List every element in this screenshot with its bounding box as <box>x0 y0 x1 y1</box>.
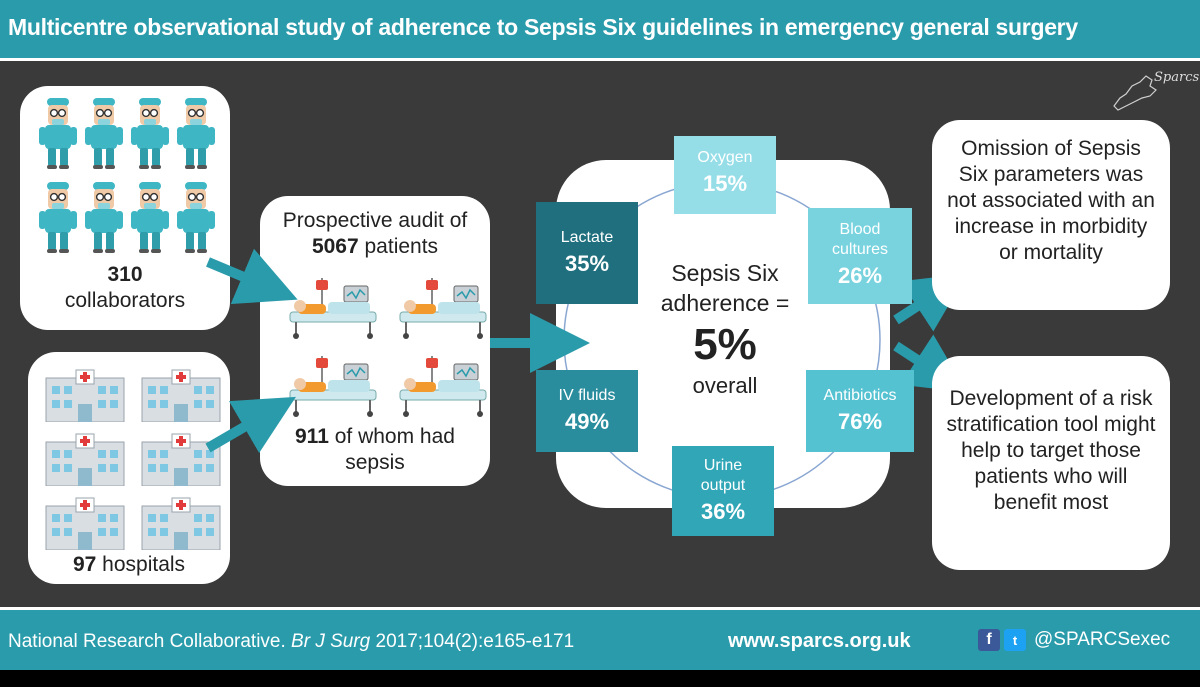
conclusion-card-2: Development of a risk stratification too… <box>932 356 1170 570</box>
sepsis-line1: of whom had <box>334 425 455 448</box>
twitter-icon[interactable]: t <box>1004 629 1026 651</box>
hospital-bed-icon <box>289 356 377 417</box>
tile-blood-cultures-value: 26% <box>837 263 883 288</box>
tile-urine-output-value: 36% <box>700 499 746 524</box>
hospital-icon <box>141 369 221 422</box>
surgeon-icon <box>177 98 215 169</box>
audit-line2: patients <box>364 235 439 258</box>
sepsis-text: 911 of whom had sepsis <box>260 424 490 476</box>
surgeon-icon <box>39 98 77 169</box>
tile-lactate-value: 35% <box>564 251 610 276</box>
collaborator-icons <box>36 96 216 254</box>
tile-lactate: Lactate 35% <box>536 202 638 304</box>
sparcs-logo: Sparcs <box>1110 68 1200 112</box>
adherence-summary: Sepsis Six adherence = 5% overall <box>640 258 810 400</box>
website-link[interactable]: www.sparcs.org.uk <box>728 630 911 652</box>
tile-lactate-label: Lactate <box>560 229 614 246</box>
footer-bar: National Research Collaborative. Br J Su… <box>0 610 1200 670</box>
footer-divider <box>0 607 1200 610</box>
surgeon-icon <box>131 98 169 169</box>
social-links: f t @SPARCSexec <box>978 629 1170 651</box>
audit-card: Prospective audit of 5067 patients 911 o… <box>260 196 490 486</box>
collaborators-label: collaborators <box>64 289 186 312</box>
adherence-line1: Sepsis Six <box>671 260 779 286</box>
hospital-icon <box>141 497 221 550</box>
sepsis-count: 911 <box>295 425 329 448</box>
facebook-icon[interactable]: f <box>978 629 1000 651</box>
page-title: Multicentre observational study of adher… <box>8 14 1078 40</box>
audit-patient-count: 5067 <box>311 235 359 258</box>
surgeon-icon <box>131 182 169 253</box>
audit-line1: Prospective audit of <box>282 209 468 232</box>
hospital-icons <box>44 368 222 550</box>
conclusion-card-1: Omission of Sepsis Six parameters was no… <box>932 120 1170 310</box>
tile-antibiotics: Antibiotics 76% <box>806 370 914 452</box>
hospital-bed-icon <box>289 278 377 339</box>
sparcs-logo-text: Sparcs <box>1154 70 1200 85</box>
sepsis-line2: sepsis <box>345 451 405 474</box>
hospitals-text: 97 hospitals <box>28 552 230 578</box>
hospital-bed-icon <box>399 278 487 339</box>
header-bar: Multicentre observational study of adher… <box>0 0 1200 58</box>
tile-urine-output: Urine output 36% <box>672 446 774 536</box>
twitter-handle[interactable]: @SPARCSexec <box>1034 629 1171 650</box>
tile-blood-cultures: Blood cultures 26% <box>808 208 912 304</box>
conclusion-text-2: Development of a risk stratification too… <box>946 387 1156 514</box>
tile-antibiotics-label: Antibiotics <box>823 387 897 404</box>
hospital-icon <box>141 433 221 486</box>
tile-iv-fluids-value: 49% <box>564 409 610 434</box>
surgeon-icon <box>39 182 77 253</box>
tile-iv-fluids: IV fluids 49% <box>536 370 638 452</box>
citation: National Research Collaborative. Br J Su… <box>8 631 574 653</box>
tile-antibiotics-value: 76% <box>837 409 883 434</box>
audit-heading: Prospective audit of 5067 patients <box>260 208 490 260</box>
hospital-icon <box>45 433 125 486</box>
tile-oxygen-value: 15% <box>702 171 748 196</box>
adherence-value: 5% <box>693 320 757 369</box>
conclusion-text-1: Omission of Sepsis Six parameters was no… <box>947 137 1155 264</box>
citation-ref: 2017;104(2):e165-e171 <box>375 631 575 652</box>
tile-blood-cultures-label: Blood cultures <box>831 221 889 258</box>
hospital-icon <box>45 369 125 422</box>
surgeon-icon <box>177 182 215 253</box>
collaborators-card: 310 collaborators <box>20 86 230 330</box>
tile-oxygen-label: Oxygen <box>697 149 753 166</box>
adherence-line3: overall <box>692 373 758 398</box>
adherence-line2: adherence = <box>660 290 790 316</box>
collaborators-count: 310 <box>107 263 143 286</box>
hospital-icon <box>45 497 125 550</box>
surgeon-icon <box>85 182 123 253</box>
tile-urine-output-label: Urine output <box>700 457 746 494</box>
surgeon-icon <box>85 98 123 169</box>
citation-authors: National Research Collaborative. <box>8 631 286 652</box>
tile-oxygen: Oxygen 15% <box>674 136 776 214</box>
hospitals-count: 97 <box>72 553 97 576</box>
tile-iv-fluids-label: IV fluids <box>558 387 616 404</box>
header-divider <box>0 58 1200 61</box>
collaborators-text: 310 collaborators <box>20 262 230 314</box>
hospital-bed-icon <box>399 356 487 417</box>
hospitals-card: 97 hospitals <box>28 352 230 584</box>
hospitals-label: hospitals <box>102 553 186 576</box>
bottom-strip <box>0 670 1200 687</box>
patient-bed-icons <box>288 276 498 418</box>
citation-journal: Br J Surg <box>291 631 371 652</box>
